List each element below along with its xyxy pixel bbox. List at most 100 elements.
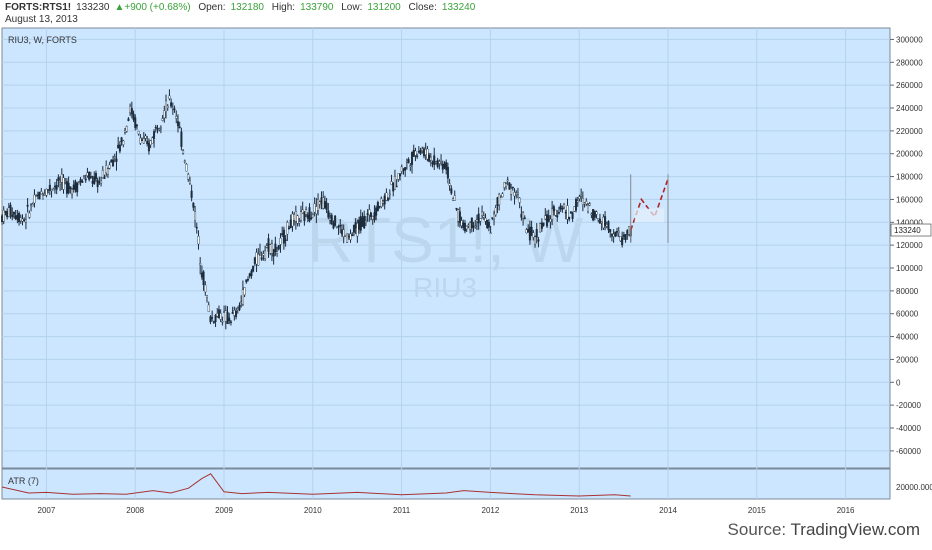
close-value: 133240 [441, 2, 476, 13]
candle-body [194, 211, 197, 221]
candle-body [94, 173, 97, 180]
candle-body [544, 215, 547, 220]
candle-body [279, 238, 282, 245]
y-tick-label: -20000 [896, 401, 921, 410]
candle-body [342, 229, 345, 237]
candle-body [163, 110, 166, 119]
candle-body [510, 188, 513, 195]
low-value: 131200 [367, 2, 401, 13]
candle-body [55, 185, 58, 190]
candle-body [434, 161, 437, 164]
x-tick-label: 2007 [38, 506, 56, 515]
candle-body [472, 225, 475, 228]
candle-body [375, 207, 378, 216]
candle-body [395, 185, 398, 188]
y-tick-label: 0 [896, 378, 901, 387]
y-tick-label: 100000 [896, 264, 923, 273]
candle-body [393, 176, 396, 191]
candle-body [141, 139, 144, 141]
candle-body [482, 215, 485, 218]
y-tick-label: 180000 [896, 173, 923, 182]
candle-body [600, 221, 603, 224]
candle-body [422, 148, 425, 157]
candle-body [563, 204, 566, 208]
candle-body [621, 237, 624, 246]
symbol-name[interactable]: FORTS:RTS1! [5, 2, 72, 13]
candle-body [609, 229, 612, 233]
candle-body [62, 177, 65, 190]
candle-body [387, 198, 390, 201]
atr-label: ATR (7) [8, 476, 39, 486]
projection-path[interactable] [629, 174, 669, 243]
candle-body [170, 102, 173, 107]
candle-body [537, 239, 540, 242]
atr-pane[interactable] [1, 468, 891, 500]
candle-body [176, 121, 179, 127]
candle-body [532, 232, 535, 238]
candle-body [200, 272, 203, 278]
candle-body [216, 313, 219, 317]
candle-body [83, 175, 86, 177]
candle-body [125, 126, 128, 132]
y-tick-label: -40000 [896, 424, 921, 433]
candle-body [540, 222, 543, 229]
candle-body [583, 202, 586, 204]
main-pane[interactable] [1, 27, 891, 469]
candle-body [428, 154, 431, 162]
candle-body [498, 194, 501, 206]
grid-lines [2, 28, 890, 499]
candle-body [16, 215, 19, 220]
atr-polyline [1, 473, 631, 497]
candle-body [516, 192, 519, 195]
candle-body [197, 236, 200, 245]
candle-body [593, 211, 596, 218]
candle-body [221, 321, 224, 323]
price-axis[interactable]: 3000002800002600002400002200002000001800… [890, 35, 932, 492]
y-tick-label: 40000 [896, 333, 919, 342]
candle-body [110, 159, 113, 163]
time-axis[interactable]: 2007 2008 2009 2010 2011 2012 2013 2014 2015 2016 [38, 506, 856, 515]
candle-body [607, 221, 610, 231]
candle-body [438, 161, 441, 164]
candle-body [330, 215, 333, 224]
candle-body [559, 205, 562, 210]
candle-body [21, 218, 24, 222]
range-label-box [634, 208, 664, 223]
candle-body [118, 144, 121, 152]
candle-body [192, 202, 195, 208]
candle-body [6, 211, 9, 218]
candle-body [528, 226, 531, 241]
candle-body [575, 199, 578, 211]
candle-body [79, 179, 82, 183]
candle-body [344, 235, 347, 237]
candle-body [204, 284, 207, 293]
candle-body [566, 205, 569, 220]
candle-body [371, 216, 374, 220]
candle-body [349, 233, 352, 240]
candle-body [605, 224, 608, 227]
candle-body [487, 222, 490, 228]
candle-body [308, 207, 311, 222]
candle-body [19, 217, 22, 222]
candle-body [120, 137, 123, 142]
candle-body [545, 214, 548, 227]
candle-body [426, 148, 429, 160]
candle-body [388, 193, 391, 196]
candle-body [137, 130, 140, 135]
candle-body [1, 215, 4, 223]
y-tick-label: 20000 [896, 355, 919, 364]
candle-body [64, 180, 67, 183]
candle-body [96, 180, 99, 188]
close-label: Close: [408, 2, 437, 13]
candle-body [376, 202, 379, 211]
candle-body [310, 217, 313, 219]
candle-body [124, 130, 127, 133]
candle-body [166, 105, 169, 108]
candle-body [57, 177, 60, 181]
candle-body [168, 95, 171, 99]
candle-body [327, 210, 330, 218]
candle-body [50, 189, 53, 191]
candle-body [139, 137, 142, 144]
candle-body [276, 251, 279, 254]
